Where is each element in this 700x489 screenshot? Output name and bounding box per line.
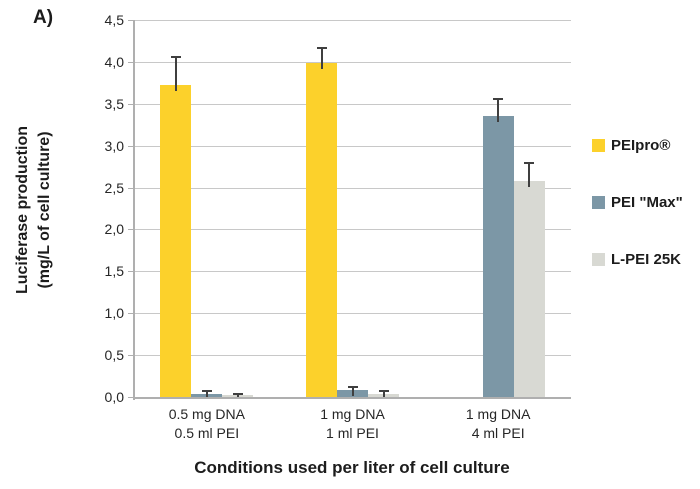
x-category-label-line: 1 ml PEI (326, 425, 379, 441)
y-tick-mark (128, 103, 133, 105)
x-category-label-3: 1 mg DNA 4 ml PEI (425, 405, 571, 443)
x-category-label-line: 0.5 ml PEI (174, 425, 240, 441)
bar-lpei-25k-cat3 (513, 180, 545, 397)
x-category-label-2: 1 mg DNA 1 ml PEI (280, 405, 426, 443)
error-bar-line (382, 391, 385, 397)
y-tick-label: 0,5 (104, 347, 124, 364)
error-bar-cap (232, 392, 243, 395)
y-axis-title: Luciferase production (mg/L of cell cult… (12, 126, 56, 294)
legend-swatch-icon (592, 253, 605, 266)
error-bar-cap (316, 47, 327, 50)
y-tick-label: 4,5 (104, 12, 124, 28)
error-bar-cap (493, 97, 504, 100)
y-tick-label: 2,5 (104, 179, 124, 196)
y-tick-mark (128, 313, 133, 315)
legend-item-peipro: PEIpro® (592, 137, 670, 154)
error-bar-line (351, 386, 354, 397)
gridline (134, 145, 571, 147)
legend-label: PEIpro® (611, 137, 671, 154)
error-bar-cap (170, 55, 181, 58)
x-axis-title: Conditions used per liter of cell cultur… (194, 458, 510, 477)
bar-peipro-cat2 (306, 62, 337, 397)
error-bar-line (174, 56, 177, 92)
error-bar-cap (347, 385, 358, 388)
y-axis-title-line1: Luciferase production (14, 125, 31, 295)
x-category-label-1: 0.5 mg DNA 0.5 ml PEI (134, 405, 280, 443)
legend-label: L-PEI 25K (611, 251, 682, 268)
x-category-label-line: 4 ml PEI (471, 425, 525, 441)
legend-item-pei-max: PEI "Max" (592, 194, 683, 211)
y-tick-mark (128, 355, 133, 357)
error-bar-line (236, 393, 239, 397)
bar-pei-max-cat3 (482, 115, 514, 397)
y-axis-title-line2: (mg/L of cell culture) (36, 131, 53, 289)
gridline (134, 20, 571, 21)
y-tick-label: 2,0 (104, 221, 124, 238)
y-tick-label: 1,5 (104, 263, 124, 280)
y-tick-label: 3,5 (104, 95, 124, 112)
y-tick-label: 3,0 (104, 137, 124, 154)
x-category-label-line: 1 mg DNA (320, 406, 385, 422)
x-category-label-line: 1 mg DNA (465, 406, 531, 422)
gridline (134, 61, 571, 63)
error-bar-line (497, 98, 500, 122)
gridline (134, 271, 571, 273)
error-bar-cap (201, 390, 212, 393)
error-bar-line (528, 163, 531, 187)
gridline (134, 355, 571, 357)
error-bar-line (205, 391, 208, 397)
y-tick-mark (128, 61, 133, 63)
y-tick-mark (128, 20, 133, 21)
y-tick-mark (128, 271, 133, 273)
legend-swatch-icon (592, 139, 605, 152)
legend-item-lpei-25k: L-PEI 25K (592, 251, 681, 268)
y-tick-mark (128, 145, 133, 147)
error-bar-cap (378, 390, 389, 393)
y-tick-label: 1,0 (104, 305, 124, 322)
plot-area (134, 20, 571, 397)
gridline (134, 229, 571, 231)
legend-label: PEI "Max" (611, 194, 683, 211)
gridline (134, 313, 571, 315)
y-tick-mark (128, 229, 133, 231)
x-axis-line (134, 397, 571, 399)
gridline (134, 103, 571, 105)
legend-swatch-icon (592, 196, 605, 209)
y-axis-line (133, 20, 135, 400)
y-tick-label: 0,0 (104, 389, 124, 405)
error-bar-cap (524, 162, 535, 165)
figure-label: A) (33, 7, 54, 28)
error-bar-line (320, 48, 323, 69)
bar-peipro-cat1 (160, 85, 192, 397)
y-tick-mark (128, 187, 133, 189)
x-category-label-line: 0.5 mg DNA (168, 406, 245, 422)
gridline (134, 187, 571, 189)
y-tick-label: 4,0 (104, 53, 124, 70)
y-tick-mark (128, 397, 133, 398)
